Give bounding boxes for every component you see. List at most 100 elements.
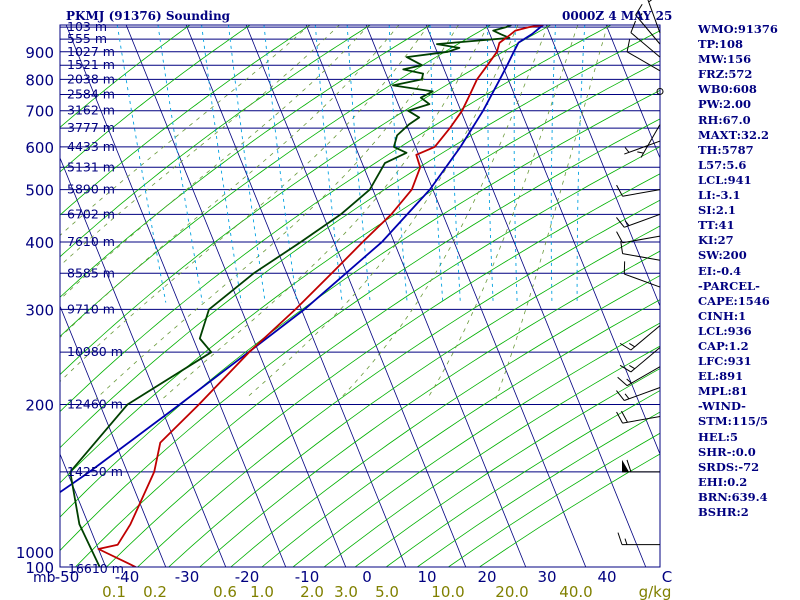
dry-adiabat	[60, 25, 491, 337]
wind-barb-flag	[635, 3, 643, 16]
index-line: MW:156	[698, 52, 752, 67]
temperature-tick-label: -30	[175, 568, 200, 586]
wind-barb-staff	[624, 140, 661, 155]
isotherm-line	[60, 304, 167, 567]
isotherm-line	[245, 25, 467, 567]
isotherm-line	[65, 25, 287, 567]
pressure-tick-label: 300	[25, 301, 54, 319]
dry-adiabat	[60, 89, 660, 518]
temperature-tick-label: -20	[235, 568, 260, 586]
dry-adiabat	[230, 275, 660, 567]
temperature-tick-label: -50	[55, 568, 80, 586]
wind-barb-staff	[622, 235, 661, 244]
wind-barb-staff	[647, 0, 661, 34]
index-line: WMO:91376	[698, 22, 778, 36]
index-line: CINH:1	[698, 308, 747, 323]
wind-barb-flag	[616, 184, 624, 197]
mixing-ratio-tick-label: 0.1	[102, 583, 126, 600]
wind-barb-staff	[624, 273, 661, 288]
temperature-tick-label: -40	[115, 568, 140, 586]
wind-barb-flag	[621, 410, 628, 423]
mixing-ratio-tick-label: 0.6	[213, 583, 237, 600]
index-line: LFC:931	[698, 354, 752, 369]
index-line: TH:5787	[698, 142, 754, 157]
index-line: LCL:936	[698, 323, 752, 338]
index-line: LCL:941	[698, 172, 752, 187]
wind-barbs	[616, 0, 664, 546]
index-line: TT:41	[698, 218, 735, 233]
mixing-ratio-tick-label: 40.0	[559, 583, 592, 600]
mixing-ratio-line	[576, 25, 586, 303]
height-label: 5131 m	[67, 159, 115, 174]
index-line: STM:115/5	[698, 414, 769, 429]
temperature-tick-label: 20	[477, 568, 496, 586]
height-label: 2038 m	[67, 71, 115, 86]
isotherm-line	[545, 25, 660, 308]
pressure-tick-label: 100	[25, 559, 54, 577]
wind-barb-flag	[616, 411, 624, 424]
mixing-ratio-tick-label: 20.0	[495, 583, 528, 600]
height-label: 8585 m	[67, 265, 115, 280]
mixing-ratio-line	[513, 25, 518, 303]
dry-adiabat	[60, 60, 660, 484]
pressure-tick-label: 1000	[16, 544, 54, 562]
index-line: -PARCEL-	[698, 278, 760, 293]
index-line: CAP:1.2	[698, 338, 749, 353]
dry-adiabat	[292, 322, 660, 567]
moist-adiabat	[339, 25, 549, 399]
height-label: 1521 m	[67, 57, 115, 72]
index-line: MAXT:32.2	[698, 127, 769, 142]
wind-barb-staff	[622, 416, 661, 424]
wind-barb-half-flag	[638, 13, 643, 20]
moist-adiabat	[60, 25, 340, 267]
temperature-tick-label: C	[662, 568, 672, 586]
height-label: 3162 m	[67, 103, 115, 118]
wind-barb-flag	[616, 217, 625, 228]
parcel-trace	[60, 25, 544, 494]
wind-barb-flag	[616, 390, 625, 401]
index-line: TP:108	[698, 37, 744, 52]
wind-barb-staff	[630, 32, 661, 58]
plot-frame	[59, 24, 661, 568]
temperature-tick-label: -10	[295, 568, 320, 586]
pressure-tick-label: 200	[25, 396, 54, 414]
height-label: 7610 m	[67, 234, 115, 249]
wind-barb-staff	[622, 253, 661, 261]
dry-adiabat	[60, 118, 660, 552]
height-label: 103 m	[67, 19, 107, 34]
wind-barb-half-flag	[624, 147, 630, 153]
pressure-tick-label: 800	[25, 71, 54, 89]
dry-adiabat	[60, 25, 371, 258]
wind-barb-flag	[619, 342, 632, 351]
isotherm-line	[605, 25, 660, 159]
mixing-ratio-tick-label: 2.0	[300, 583, 324, 600]
isotherm-line	[365, 25, 587, 567]
dry-adiabat	[60, 25, 612, 413]
mixing-ratio-tick-label: 1.0	[250, 583, 274, 600]
index-line: L57:5.6	[698, 157, 747, 172]
dry-adiabat	[60, 25, 311, 216]
pressure-tick-label: 600	[25, 139, 54, 157]
wind-barb-staff	[626, 366, 661, 387]
dry-adiabat	[60, 25, 191, 128]
wind-barb-flag	[626, 459, 632, 473]
wind-barb-flag	[626, 39, 631, 52]
stability-indices-panel: WMO:91376 TP:108 MW:156 FRZ:572 WB0:608 PW:2.…	[698, 22, 800, 520]
mixing-ratio-tick-label: 10.0	[431, 583, 464, 600]
dry-adiabat	[60, 30, 660, 449]
moist-adiabat	[60, 25, 370, 300]
isotherm-line	[485, 25, 660, 456]
wind-barb-staff	[630, 347, 661, 373]
wind-barb-half-flag	[624, 538, 628, 545]
dry-adiabat	[199, 250, 660, 567]
index-line: SRDS:-72	[698, 459, 760, 474]
dry-adiabat	[137, 199, 660, 567]
wind-barb-half-flag	[637, 151, 644, 154]
wind-barb-staff	[635, 14, 661, 45]
wind-barb-half-flag	[648, 0, 653, 3]
height-label: 3777 m	[67, 120, 115, 135]
mixing-ratio-line	[550, 25, 556, 303]
index-line: PW:2.00	[698, 97, 752, 112]
